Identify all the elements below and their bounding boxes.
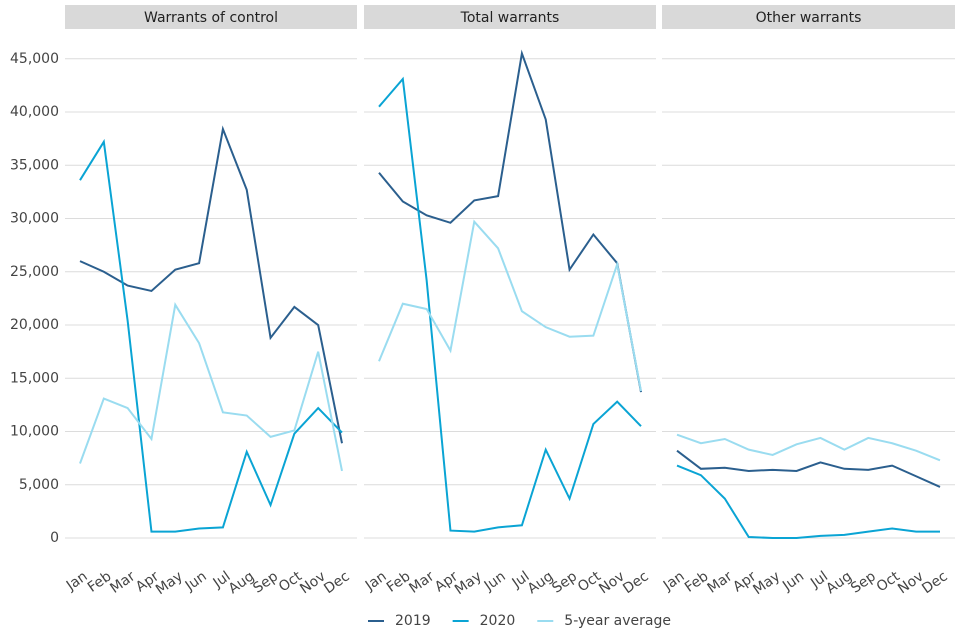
- series-line: [378, 76, 642, 533]
- x-tick-label: May: [750, 568, 783, 598]
- series-line: [378, 219, 642, 392]
- y-tick-label: 40,000: [10, 104, 59, 120]
- series-line: [676, 464, 940, 540]
- y-tick-label: 15,000: [10, 370, 59, 386]
- x-tick-label: Dec: [620, 568, 651, 597]
- x-tick-label: Dec: [919, 568, 950, 597]
- legend-label: 2020: [480, 613, 516, 629]
- strip-title: Other warrants: [756, 10, 862, 26]
- y-tick-label: 20,000: [10, 317, 59, 333]
- series-line: [378, 49, 642, 393]
- legend-label: 5-year average: [564, 613, 671, 629]
- y-tick-label: 45,000: [10, 51, 59, 67]
- y-tick-label: 5,000: [19, 477, 59, 493]
- series-line: [676, 433, 941, 462]
- strip-background: [364, 5, 656, 29]
- y-tick-label: 30,000: [10, 211, 59, 227]
- y-tick-label: 25,000: [10, 264, 59, 280]
- y-tick-label: 35,000: [10, 157, 59, 173]
- y-tick-label: 10,000: [10, 424, 59, 440]
- strip-background: [65, 5, 357, 29]
- x-tick-label: May: [153, 568, 186, 598]
- x-tick-label: Jun: [779, 568, 807, 594]
- y-tick-label: 0: [50, 530, 59, 546]
- series-line: [79, 302, 343, 472]
- strip-background: [662, 5, 955, 29]
- legend-label: 2019: [395, 613, 431, 629]
- x-tick-label: Dec: [321, 568, 352, 597]
- strip-title: Warrants of control: [144, 10, 278, 26]
- strip-title: Total warrants: [460, 10, 560, 26]
- x-tick-label: Jun: [182, 568, 210, 594]
- series-line: [79, 125, 343, 444]
- series-line: [79, 138, 343, 533]
- series-line: [676, 449, 941, 488]
- x-tick-label: Jun: [481, 568, 509, 594]
- x-tick-label: May: [452, 568, 485, 598]
